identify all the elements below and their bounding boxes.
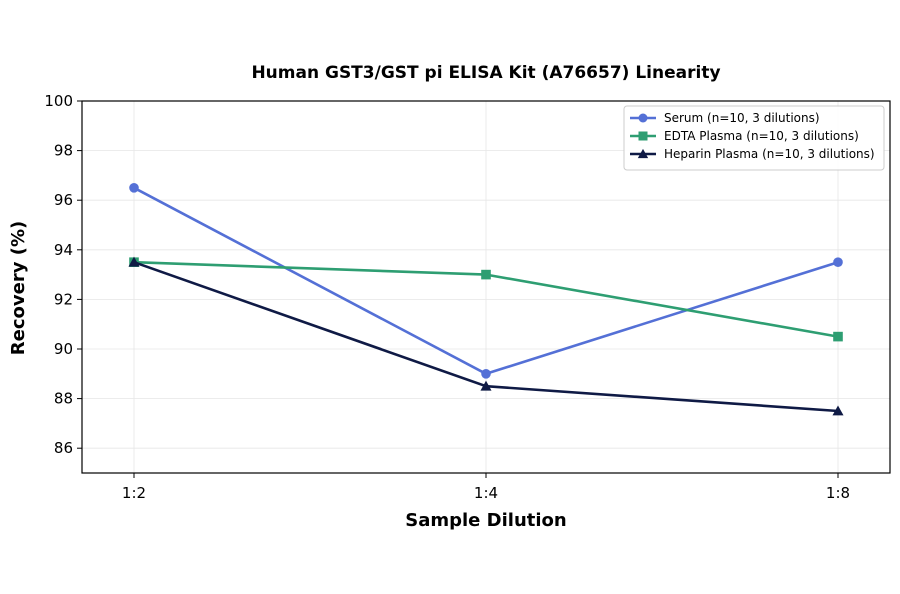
x-tick-label: 1:4 xyxy=(474,484,498,502)
x-axis-label: Sample Dilution xyxy=(405,510,566,531)
series-layer xyxy=(128,183,844,416)
legend-label: Heparin Plasma (n=10, 3 dilutions) xyxy=(664,147,875,161)
series-triangle xyxy=(128,256,844,416)
y-tick-label: 86 xyxy=(54,439,73,457)
data-point-triangle xyxy=(832,405,844,416)
legend-box xyxy=(623,105,885,171)
data-point-circle xyxy=(129,183,139,193)
data-point-square xyxy=(638,131,648,141)
y-tick-label: 100 xyxy=(44,92,73,110)
y-tick-label: 98 xyxy=(54,142,73,160)
data-point-square xyxy=(833,331,843,342)
legend-item: EDTA Plasma (n=10, 3 dilutions) xyxy=(630,129,859,143)
y-tick-label: 88 xyxy=(54,390,73,408)
data-point-triangle xyxy=(480,380,492,391)
data-point-circle xyxy=(638,113,648,123)
x-tick-label: 1:8 xyxy=(826,484,850,502)
legend-label: Serum (n=10, 3 dilutions) xyxy=(664,111,820,125)
y-axis: 86 88 90 92 94 96 98 100 xyxy=(44,92,82,457)
data-point-triangle xyxy=(637,148,649,159)
y-tick-label: 96 xyxy=(54,191,73,209)
chart-title: Human GST3/GST pi ELISA Kit (A76657) Lin… xyxy=(251,63,720,83)
legend-item: Serum (n=10, 3 dilutions) xyxy=(630,111,820,125)
legend: Serum (n=10, 3 dilutions) EDTA Plasma (n=… xyxy=(623,105,885,171)
data-point-square xyxy=(481,269,491,280)
data-point-triangle xyxy=(128,256,140,267)
y-tick-label: 94 xyxy=(54,241,73,259)
legend-item: Heparin Plasma (n=10, 3 dilutions) xyxy=(630,147,875,161)
legend-label: EDTA Plasma (n=10, 3 dilutions) xyxy=(664,129,859,143)
data-point-circle xyxy=(481,369,491,379)
x-tick-label: 1:2 xyxy=(122,484,146,502)
y-tick-label: 92 xyxy=(54,290,73,308)
data-point-circle xyxy=(833,257,843,268)
x-axis: 1:2 1:4 1:8 xyxy=(122,473,850,502)
series-circle xyxy=(129,183,843,379)
y-tick-label: 90 xyxy=(54,340,73,358)
grid xyxy=(82,101,890,473)
y-axis-label: Recovery (%) xyxy=(8,221,29,355)
